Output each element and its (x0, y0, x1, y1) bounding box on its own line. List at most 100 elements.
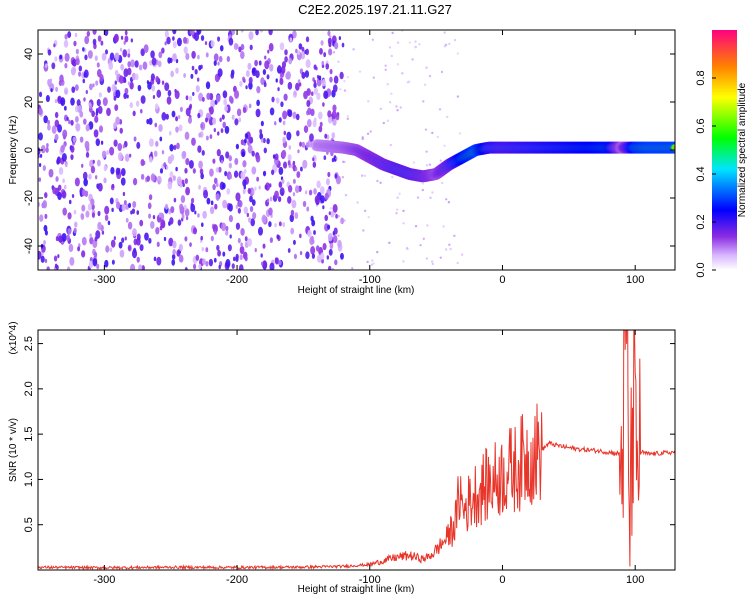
noise-blob (198, 263, 202, 270)
noise-blob (444, 248, 448, 251)
noise-blob (341, 42, 345, 48)
noise-blob (390, 54, 393, 58)
noise-blob (309, 133, 314, 142)
noise-blob (342, 160, 345, 164)
noise-blob (321, 60, 325, 66)
noise-blob (66, 234, 71, 242)
noise-blob (122, 191, 126, 197)
noise-blob (438, 108, 442, 111)
noise-blob (54, 56, 58, 62)
noise-blob (127, 67, 132, 76)
noise-blob (44, 192, 48, 199)
noise-blob (167, 181, 173, 190)
noise-blob (158, 124, 163, 132)
noise-blob (303, 125, 309, 134)
noise-blob (439, 159, 443, 162)
noise-blob (396, 41, 400, 44)
noise-blob (221, 182, 226, 190)
x-tick-label: -100 (359, 574, 381, 586)
noise-blob (425, 150, 428, 153)
noise-blob (159, 168, 164, 174)
noise-blob (71, 86, 76, 93)
noise-blob (225, 230, 229, 236)
noise-blob (292, 239, 296, 245)
noise-blob (343, 79, 346, 83)
noise-blob (197, 112, 201, 119)
noise-blob (143, 44, 149, 53)
noise-blob (184, 178, 188, 184)
noise-blob (225, 225, 229, 231)
noise-blob (257, 226, 264, 236)
noise-blob (139, 219, 144, 227)
noise-blob (64, 52, 70, 62)
noise-blob (94, 115, 99, 123)
noise-blob (231, 114, 235, 120)
noise-blob (56, 158, 60, 165)
noise-blob (235, 192, 241, 202)
noise-blob (230, 72, 235, 79)
noise-blob (77, 246, 81, 252)
noise-blob (164, 82, 170, 92)
noise-blob (246, 212, 250, 218)
noise-blob (361, 137, 364, 141)
snr-y-multiplier: (x10^4) (8, 321, 19, 354)
noise-blob (210, 235, 214, 242)
noise-blob (266, 198, 270, 203)
noise-blob (159, 136, 163, 142)
noise-blob (254, 186, 257, 191)
noise-blob (293, 90, 297, 96)
noise-blob (249, 206, 254, 212)
noise-blob (225, 151, 230, 159)
noise-blob (46, 143, 49, 148)
noise-blob (421, 182, 425, 185)
noise-blob (308, 189, 313, 196)
noise-blob (237, 207, 241, 214)
noise-blob (48, 168, 54, 178)
noise-blob (192, 227, 198, 235)
noise-blob (332, 118, 337, 126)
noise-blob (59, 74, 64, 83)
noise-blob (74, 84, 79, 91)
noise-blob (169, 143, 174, 152)
noise-blob (222, 90, 228, 99)
noise-blob (146, 175, 151, 182)
noise-blob (113, 236, 117, 241)
noise-blob (136, 256, 140, 263)
snr-panel: -300 -200 -100 0 100 0.5 1.0 1.5 2.0 2.5 Height o… (8, 321, 676, 595)
noise-blob (75, 48, 79, 55)
noise-blob (279, 187, 285, 196)
noise-blob (414, 40, 417, 43)
noise-blob (140, 159, 145, 167)
noise-blob (271, 169, 275, 176)
noise-blob (137, 84, 142, 92)
noise-blob (131, 208, 136, 215)
noise-blob (242, 188, 246, 195)
noise-blob (318, 125, 323, 133)
noise-blob (213, 257, 217, 263)
noise-blob (301, 141, 306, 148)
noise-blob (98, 125, 104, 133)
noise-blob (313, 117, 317, 123)
noise-blob (278, 181, 283, 188)
noise-blob (255, 30, 259, 36)
noise-blob (209, 106, 214, 115)
noise-blob (85, 124, 90, 132)
noise-blob (83, 97, 86, 102)
noise-blob (151, 57, 157, 66)
noise-blob (55, 236, 59, 242)
noise-blob (198, 184, 201, 190)
noise-blob (240, 30, 244, 33)
noise-blob (295, 82, 300, 91)
noise-blob (194, 32, 200, 42)
noise-blob (109, 247, 113, 253)
noise-blob (167, 89, 172, 97)
noise-blob (185, 186, 190, 196)
noise-blob (150, 73, 156, 81)
noise-blob (57, 124, 62, 133)
noise-blob (178, 254, 184, 263)
noise-blob (287, 184, 293, 193)
noise-blob (337, 239, 342, 248)
colorbar-tick-label: 0.2 (695, 214, 707, 229)
noise-blob (44, 63, 48, 68)
noise-blob (63, 184, 67, 190)
